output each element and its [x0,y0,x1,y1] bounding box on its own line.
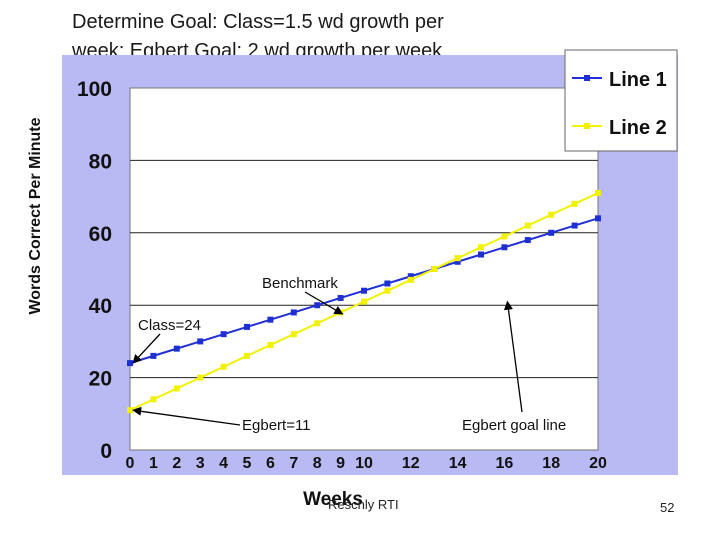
y-tick-label: 100 [77,78,112,101]
data-point [150,352,157,359]
y-axis-label: Words Correct Per Minute [27,117,44,314]
annotation-label: Egbert goal line [462,417,566,434]
annotation-arrow [132,406,241,426]
legend-entry: Line 2 [609,117,667,139]
annotation-arrow [503,300,523,413]
data-point [478,251,484,258]
y-tick-label: 80 [89,150,112,173]
data-point [361,298,367,305]
data-point [127,407,133,414]
annotation-label: Egbert=11 [242,417,311,434]
data-point [478,244,484,251]
x-tick-label: 8 [313,455,322,472]
x-tick-label: 10 [355,455,373,472]
legend-swatch-marker [584,75,590,81]
y-tick-label: 40 [89,295,112,318]
data-point [290,331,297,338]
data-point [173,385,180,392]
data-point [548,229,555,236]
series-group [127,189,601,414]
data-point [197,338,204,345]
data-point [524,237,531,244]
data-point [548,211,555,218]
x-tick-label: 3 [196,455,205,472]
annotation-label: Class=24 [138,317,201,334]
legend-swatch-marker [584,123,590,129]
data-point [595,189,601,196]
x-tick-label: 0 [126,455,135,472]
annotations: Benchmark Class=24 Egbert=11 Egbert goal li… [132,275,566,434]
data-point [501,233,508,240]
data-point [501,244,508,251]
plot-area [129,87,599,451]
data-point [220,363,227,370]
x-tick-label: 16 [496,455,514,472]
x-tick-label: 1 [149,455,158,472]
data-point [571,222,578,229]
x-tick-label: 12 [402,455,420,472]
data-point [524,222,531,229]
data-point [384,280,391,287]
data-point [595,215,601,222]
annotation-label: Benchmark [262,275,338,292]
x-tick-label: 7 [289,455,298,472]
data-point [127,360,133,367]
x-axis-label: Weeks [303,489,363,510]
data-point [244,352,250,359]
data-point [337,294,344,301]
y-tick-label: 0 [100,440,112,463]
data-point [267,342,274,349]
x-tick-label: 2 [172,455,181,472]
data-point [314,302,321,309]
x-tick-label: 6 [266,455,275,472]
data-point [571,200,578,207]
data-point [361,287,367,294]
legend: Line 1 Line 2 [564,49,678,152]
data-point [407,276,414,283]
data-point [290,309,297,316]
data-point [407,273,414,280]
x-tick-label: 4 [219,455,228,472]
x-tick-label: 20 [589,455,607,472]
legend-entry: Line 1 [609,69,667,91]
data-point [384,287,391,294]
data-point [267,316,274,323]
data-point [454,258,461,265]
x-tick-label: 14 [449,455,467,472]
y-axis-ticks: 0 20 40 60 80 100 [77,78,112,463]
annotation-arrow [304,291,344,315]
data-point [197,374,204,381]
data-point [244,323,250,330]
data-point [431,266,438,272]
gridlines [130,159,598,379]
data-point [314,320,321,327]
x-tick-label: 18 [542,455,560,472]
x-axis-ticks: 0 1 2 3 4 5 6 7 8 9 10 12 14 16 18 20 [126,455,607,472]
annotation-arrow [132,333,161,364]
page-number: 52 [660,500,675,515]
x-tick-label: 5 [243,455,252,472]
data-point [220,331,227,338]
legend-box [564,49,678,152]
data-point [150,396,157,403]
data-point [454,255,461,262]
x-tick-label: 9 [336,455,345,472]
chart-title-line-1: Determine Goal: Class=1.5 wd growth per [72,11,444,33]
data-point [173,345,180,352]
footer-credit: Reschly RTI [328,497,399,512]
y-tick-label: 60 [89,223,112,246]
y-tick-label: 20 [89,368,112,391]
